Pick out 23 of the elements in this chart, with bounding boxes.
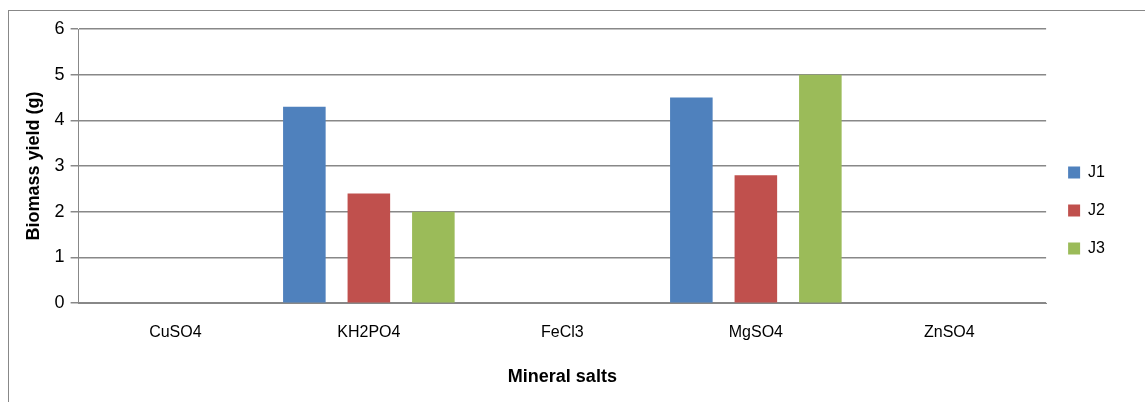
bar (283, 106, 326, 303)
y-tick-label: 2 (54, 200, 65, 221)
legend-label: J3 (1088, 238, 1106, 256)
y-tick-label: 3 (54, 155, 65, 176)
legend-label: J1 (1088, 162, 1106, 180)
bar (347, 193, 391, 303)
x-tick-label: ZnSO4 (924, 323, 975, 341)
x-tick-label: KH2PO4 (337, 323, 401, 341)
x-tick-label: FeCl3 (541, 323, 584, 341)
y-tick-label: 5 (54, 63, 65, 84)
bar (734, 175, 778, 303)
bar (670, 97, 713, 303)
y-axis-title: Biomass yield (g) (22, 91, 43, 241)
y-tick-label: 6 (54, 17, 65, 38)
bar (412, 211, 455, 303)
legend-label: J2 (1088, 200, 1106, 218)
x-axis-title: Mineral salts (507, 366, 617, 387)
x-tick-label: CuSO4 (149, 323, 202, 341)
y-tick-label: 4 (54, 109, 65, 130)
y-tick-label: 0 (54, 292, 65, 313)
x-tick-label: MgSO4 (728, 323, 784, 341)
y-tick-label: 1 (54, 246, 65, 267)
bar (799, 74, 842, 303)
